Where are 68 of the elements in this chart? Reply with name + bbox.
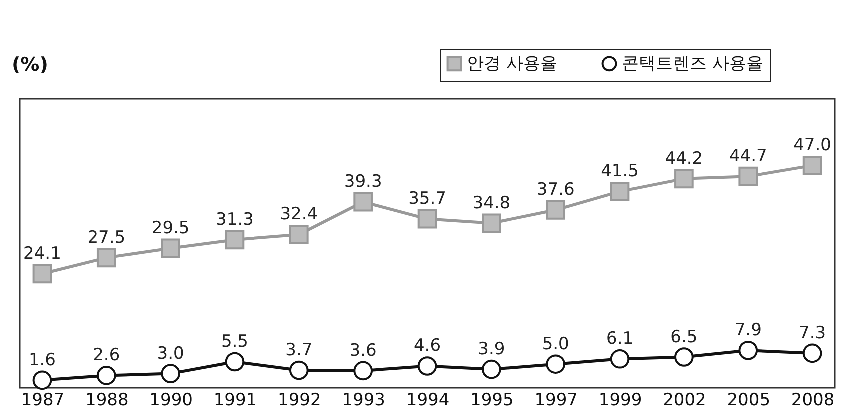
x-tick-label: 1993 xyxy=(342,390,386,410)
point xyxy=(674,348,694,367)
x-tick-label: 1994 xyxy=(406,390,450,410)
data-label: 5.5 xyxy=(221,332,249,352)
x-tick-label: 1987 xyxy=(21,390,65,410)
data-label: 3.7 xyxy=(286,340,313,360)
legend-label: 콘택트렌즈 사용율 xyxy=(622,54,764,74)
point xyxy=(96,248,116,268)
point xyxy=(418,209,438,229)
x-tick-label: 2005 xyxy=(727,390,770,410)
data-label: 44.2 xyxy=(665,148,704,169)
x-tick-label: 2008 xyxy=(791,390,835,410)
legend-label: 안경 사용율 xyxy=(467,54,558,74)
data-label: 29.5 xyxy=(152,218,190,238)
data-label: 47.0 xyxy=(794,136,832,156)
data-label: 7.9 xyxy=(734,320,762,341)
data-label: 34.8 xyxy=(472,193,511,214)
data-label: 37.6 xyxy=(536,180,575,200)
data-label: 44.7 xyxy=(729,146,768,167)
x-tick-label: 1988 xyxy=(86,390,129,410)
point xyxy=(161,364,180,384)
data-label: 3.6 xyxy=(350,340,377,361)
data-label: 32.4 xyxy=(280,204,318,225)
point xyxy=(289,225,309,244)
point xyxy=(354,192,373,212)
point xyxy=(738,340,758,360)
data-label: 7.3 xyxy=(799,323,826,344)
x-tick-label: 1990 xyxy=(150,390,193,410)
data-label: 4.6 xyxy=(414,336,442,356)
point xyxy=(802,344,822,364)
point xyxy=(354,361,373,381)
x-tick-label: 1999 xyxy=(598,390,642,410)
data-label: 24.1 xyxy=(24,244,62,264)
data-label: 2.6 xyxy=(93,346,120,366)
point xyxy=(418,356,438,376)
point xyxy=(546,354,566,374)
point xyxy=(32,264,52,284)
data-label: 3.9 xyxy=(478,340,506,360)
data-label: 1.6 xyxy=(28,350,56,370)
x-tick-label: 2002 xyxy=(663,390,706,410)
point xyxy=(161,238,180,258)
data-label: 3.0 xyxy=(157,344,184,364)
point xyxy=(738,166,758,186)
point xyxy=(32,370,52,390)
data-label: 31.3 xyxy=(216,210,254,230)
data-label: 6.5 xyxy=(670,327,698,348)
x-tick-label: 1991 xyxy=(214,390,258,410)
data-label: 41.5 xyxy=(601,162,639,182)
point xyxy=(225,230,245,250)
point xyxy=(674,169,694,189)
point xyxy=(289,360,309,380)
x-tick-label: 1992 xyxy=(278,390,322,410)
point xyxy=(225,352,245,372)
point xyxy=(610,350,630,369)
point xyxy=(482,214,502,234)
point xyxy=(96,366,116,386)
data-label: 5.0 xyxy=(542,334,570,354)
point xyxy=(802,156,822,176)
x-tick-label: 1995 xyxy=(470,390,514,410)
data-label: 27.5 xyxy=(88,228,126,248)
data-label: 39.3 xyxy=(344,172,382,192)
x-tick-label: 1997 xyxy=(534,390,578,410)
point xyxy=(610,182,630,202)
point xyxy=(482,360,502,380)
text: (%) xyxy=(12,54,48,76)
point xyxy=(546,200,566,220)
data-label: 35.7 xyxy=(408,189,446,210)
data-label: 6.1 xyxy=(606,329,634,350)
